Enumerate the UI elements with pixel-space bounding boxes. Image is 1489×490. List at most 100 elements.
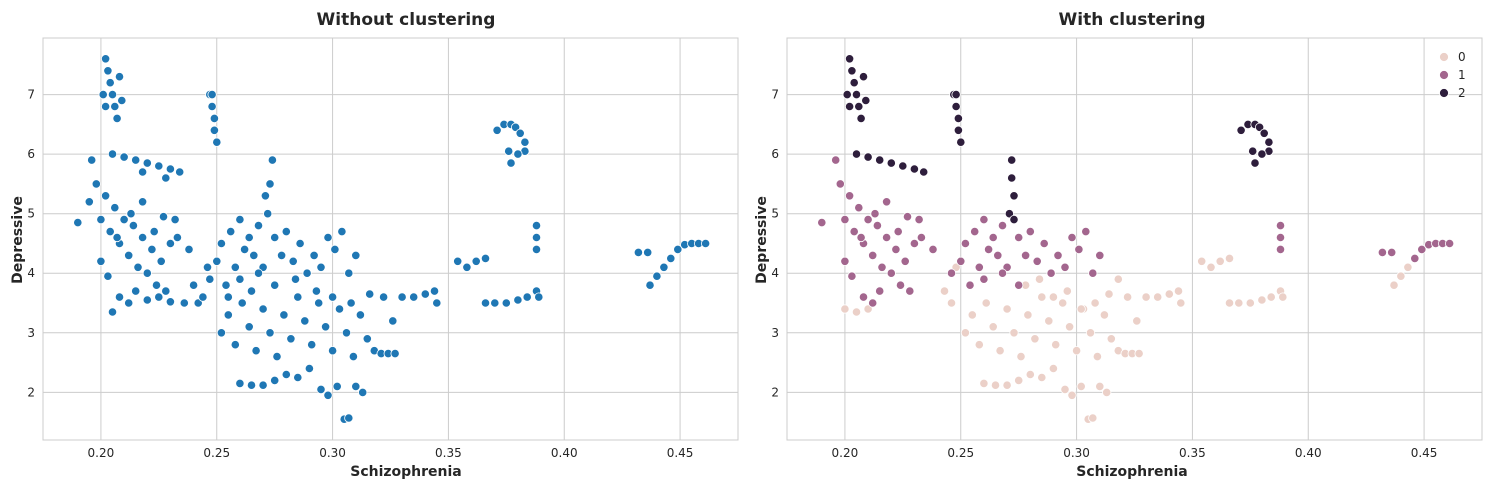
data-point (1245, 298, 1255, 308)
data-point (916, 232, 927, 243)
y-tick-labels: 2 3 4 5 6 7 (27, 88, 35, 400)
data-point (101, 191, 111, 201)
data-point (209, 113, 219, 124)
data-point (87, 155, 97, 165)
data-point (170, 215, 180, 225)
data-point (1014, 280, 1024, 290)
data-point (851, 307, 862, 317)
data-point (1002, 380, 1012, 390)
data-point (506, 158, 516, 168)
data-point (346, 298, 356, 308)
data-point (149, 227, 159, 237)
data-point (1275, 232, 1286, 243)
data-point (1065, 322, 1075, 332)
data-point (101, 101, 111, 112)
data-point (1037, 372, 1047, 383)
data-point (209, 125, 219, 135)
data-point (875, 155, 885, 165)
data-point (831, 155, 841, 165)
data-point (1014, 375, 1024, 385)
data-point (909, 238, 920, 249)
data-point (270, 280, 280, 290)
data-point (898, 161, 908, 171)
data-point (212, 256, 222, 266)
data-point (895, 280, 906, 290)
data-point (429, 286, 440, 296)
y-tick-label: 4 (771, 266, 779, 280)
data-point (207, 90, 217, 100)
data-point (844, 54, 855, 64)
data-point (1025, 369, 1035, 380)
data-point (847, 271, 857, 281)
x-tick-label: 0.25 (203, 446, 230, 460)
data-point (249, 250, 259, 260)
data-point (886, 158, 896, 168)
data-point (979, 215, 989, 225)
data-point (979, 378, 989, 388)
data-point (244, 322, 254, 332)
data-point (492, 125, 502, 135)
data-point (951, 90, 961, 100)
data-point (253, 268, 264, 278)
data-point (131, 155, 141, 165)
data-point (520, 137, 530, 147)
data-point (165, 238, 175, 249)
y-tick-label: 5 (771, 207, 779, 221)
data-point (965, 280, 975, 290)
data-point (344, 268, 354, 278)
data-point (1387, 247, 1397, 257)
data-point (510, 122, 521, 132)
data-point (1176, 298, 1186, 308)
data-point (240, 244, 250, 254)
data-point (847, 66, 857, 76)
data-point (154, 161, 164, 171)
y-tick-labels: 2 3 4 5 6 7 (771, 88, 779, 400)
data-point (1060, 262, 1070, 272)
data-point (1099, 310, 1110, 320)
data-point (332, 381, 342, 391)
data-point (849, 227, 859, 237)
data-point (844, 101, 855, 112)
data-point (246, 286, 257, 296)
data-point (348, 351, 358, 362)
data-point (851, 90, 862, 100)
data-point (914, 215, 924, 225)
data-point (1048, 363, 1059, 374)
x-tick-label: 0.25 (947, 446, 974, 460)
data-point (1039, 238, 1049, 249)
data-point (337, 227, 347, 237)
data-point (96, 215, 106, 225)
data-point (868, 298, 878, 308)
y-tick-label: 5 (27, 207, 35, 221)
data-point (198, 292, 208, 302)
data-point (1259, 128, 1269, 138)
data-point (863, 152, 873, 162)
data-point (480, 298, 491, 308)
data-point (358, 387, 368, 397)
plot-title: Without clustering (317, 10, 496, 30)
data-point (900, 256, 910, 266)
data-point (295, 238, 305, 249)
data-point (700, 238, 711, 249)
data-point (323, 390, 333, 400)
data-point (226, 227, 236, 237)
data-point (893, 227, 903, 237)
x-tick-labels: 0.20 0.25 0.30 0.35 0.40 0.45 (832, 446, 1438, 460)
data-point (1403, 262, 1413, 272)
data-point (362, 334, 372, 344)
data-point (1076, 381, 1086, 391)
data-point (409, 292, 419, 302)
data-point (244, 232, 254, 243)
data-point (365, 289, 375, 299)
data-point (1081, 227, 1091, 237)
data-point (886, 268, 896, 278)
data-point (355, 310, 365, 320)
data-point (1255, 122, 1265, 132)
data-point (1048, 292, 1059, 302)
data-point (1090, 298, 1100, 308)
data-point (1197, 256, 1207, 266)
data-point (142, 268, 152, 278)
data-point (184, 244, 194, 254)
data-point (175, 167, 185, 177)
